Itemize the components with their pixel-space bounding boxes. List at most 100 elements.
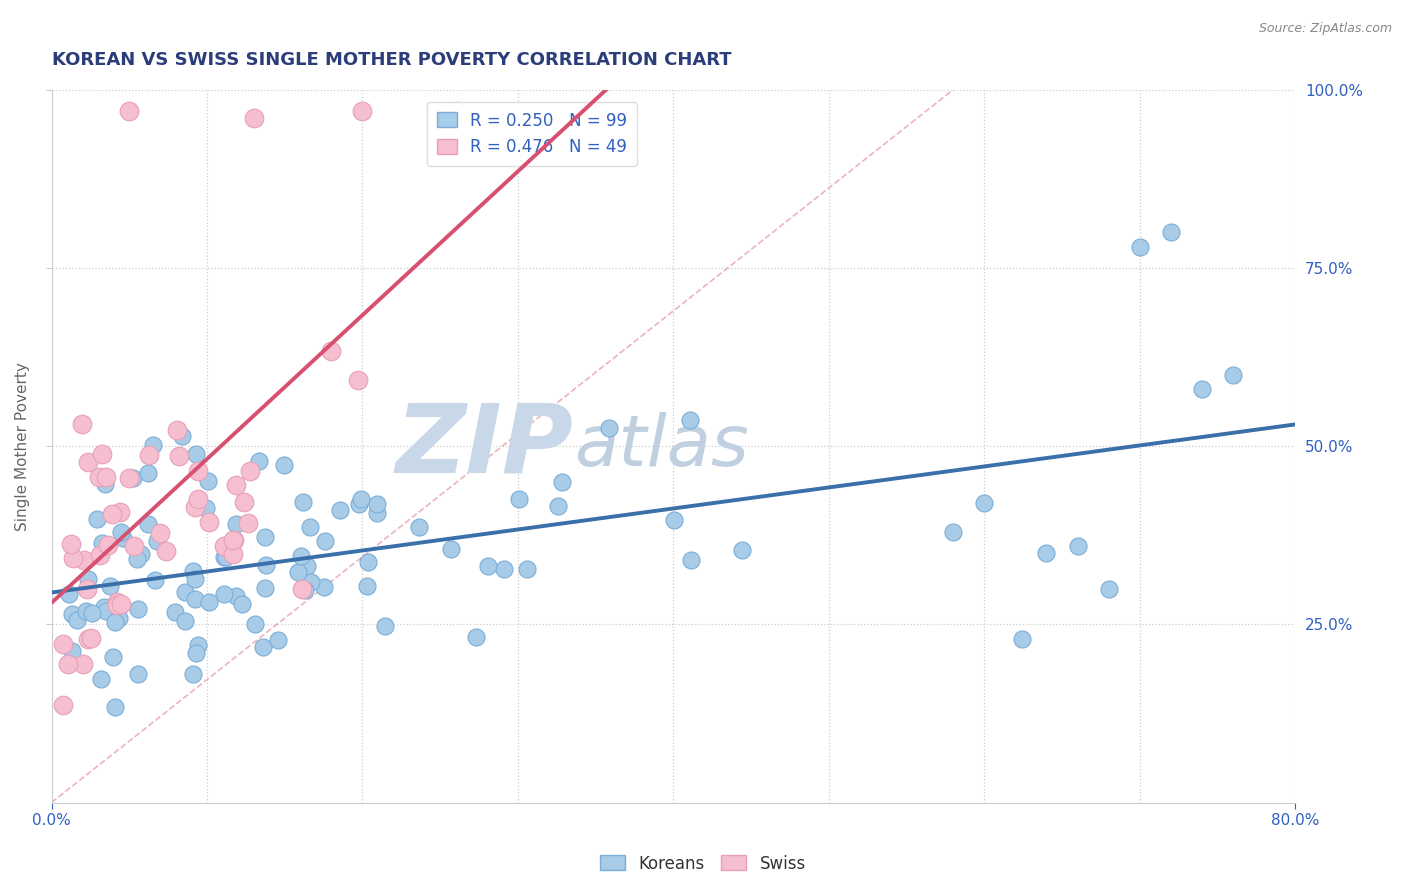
Point	[356, 555, 378, 569]
Point	[508, 492, 530, 507]
Point	[52, 698, 75, 712]
Point	[89, 549, 111, 563]
Point	[76, 454, 98, 468]
Point	[239, 464, 262, 478]
Point	[127, 602, 149, 616]
Point	[679, 413, 702, 427]
Point	[173, 584, 195, 599]
Point	[319, 343, 342, 358]
Point	[212, 586, 235, 600]
Point	[167, 450, 190, 464]
Point	[187, 491, 209, 506]
Point	[1222, 368, 1244, 382]
Point	[273, 458, 295, 473]
Point	[187, 638, 209, 652]
Point	[60, 607, 83, 621]
Point	[329, 503, 352, 517]
Point	[122, 539, 145, 553]
Point	[408, 519, 430, 533]
Point	[294, 582, 316, 597]
Point	[76, 582, 98, 597]
Point	[129, 547, 152, 561]
Point	[52, 637, 75, 651]
Point	[76, 632, 98, 646]
Point	[184, 500, 207, 514]
Point	[110, 525, 132, 540]
Point	[1160, 225, 1182, 239]
Point	[212, 539, 235, 553]
Point	[492, 562, 515, 576]
Point	[1035, 546, 1057, 560]
Point	[295, 559, 318, 574]
Point	[166, 423, 188, 437]
Point	[225, 590, 247, 604]
Point	[86, 512, 108, 526]
Point	[70, 417, 93, 432]
Point	[253, 582, 276, 596]
Point	[77, 572, 100, 586]
Point	[477, 558, 499, 573]
Point	[186, 447, 208, 461]
Point	[291, 495, 314, 509]
Point	[291, 582, 314, 596]
Point	[233, 495, 256, 509]
Point	[118, 104, 141, 119]
Point	[146, 533, 169, 548]
Point	[1066, 539, 1088, 553]
Point	[537, 112, 560, 126]
Point	[942, 524, 965, 539]
Point	[243, 616, 266, 631]
Point	[138, 466, 160, 480]
Point	[87, 470, 110, 484]
Point	[679, 553, 702, 567]
Point	[346, 373, 368, 387]
Point	[195, 500, 218, 515]
Point	[374, 619, 396, 633]
Text: atlas: atlas	[574, 411, 748, 481]
Text: ZIP: ZIP	[396, 400, 574, 492]
Point	[127, 551, 149, 566]
Point	[93, 600, 115, 615]
Point	[82, 606, 104, 620]
Point	[183, 573, 205, 587]
Point	[127, 666, 149, 681]
Point	[1097, 582, 1119, 596]
Point	[75, 604, 97, 618]
Text: KOREAN VS SWISS SINGLE MOTHER POVERTY CORRELATION CHART: KOREAN VS SWISS SINGLE MOTHER POVERTY CO…	[52, 51, 731, 69]
Point	[91, 447, 114, 461]
Point	[187, 464, 209, 478]
Point	[80, 631, 103, 645]
Point	[66, 613, 89, 627]
Point	[94, 470, 117, 484]
Point	[225, 516, 247, 531]
Point	[222, 547, 245, 561]
Point	[356, 578, 378, 592]
Text: Source: ZipAtlas.com: Source: ZipAtlas.com	[1258, 22, 1392, 36]
Point	[183, 592, 205, 607]
Point	[60, 537, 83, 551]
Point	[222, 533, 245, 548]
Point	[198, 595, 221, 609]
Point	[312, 580, 335, 594]
Point	[122, 470, 145, 484]
Point	[350, 491, 373, 506]
Point	[231, 597, 253, 611]
Point	[184, 647, 207, 661]
Point	[225, 478, 247, 492]
Point	[73, 553, 96, 567]
Point	[1129, 239, 1152, 253]
Point	[253, 530, 276, 544]
Point	[56, 657, 79, 671]
Point	[181, 565, 204, 579]
Point	[465, 630, 488, 644]
Point	[662, 513, 685, 527]
Y-axis label: Single Mother Poverty: Single Mother Poverty	[15, 361, 30, 531]
Point	[170, 429, 193, 443]
Point	[118, 471, 141, 485]
Point	[366, 497, 388, 511]
Point	[104, 615, 127, 629]
Point	[108, 505, 131, 519]
Point	[267, 632, 290, 647]
Point	[60, 644, 83, 658]
Point	[290, 549, 312, 563]
